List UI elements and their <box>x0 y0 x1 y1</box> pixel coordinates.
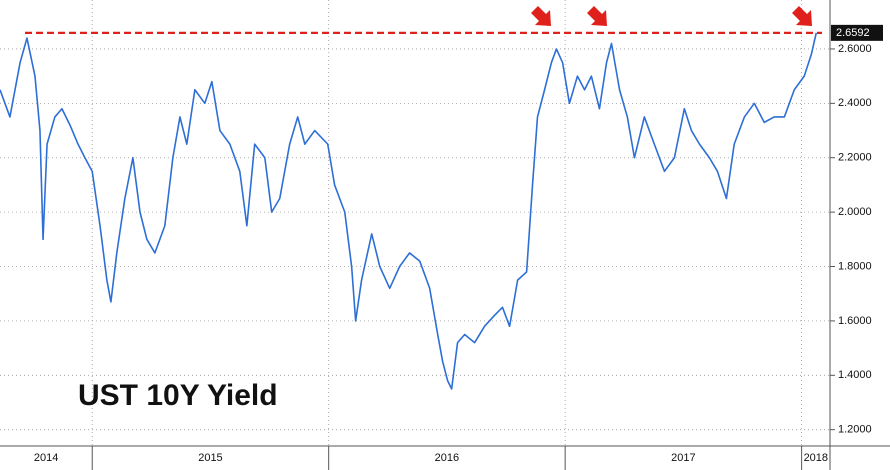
arrow <box>792 6 812 26</box>
arrows <box>531 6 812 26</box>
arrow <box>531 6 551 26</box>
arrow <box>587 6 607 26</box>
y-tick-label: 1.8000 <box>838 260 872 272</box>
x-tick-label: 2016 <box>435 452 459 464</box>
y-tick-label: 2.2000 <box>838 152 872 164</box>
last-value-label: 2.6592 <box>836 27 870 39</box>
x-tick-label: 2017 <box>671 452 695 464</box>
y-tick-label: 1.2000 <box>838 424 872 436</box>
y-tick-label: 1.6000 <box>838 315 872 327</box>
y-tick-label: 2.6000 <box>838 43 872 55</box>
chart-annotation: UST 10Y Yield <box>78 379 278 412</box>
y-tick-label: 1.4000 <box>838 369 872 381</box>
y-tick-label: 2.0000 <box>838 206 872 218</box>
y-tick-label: 2.4000 <box>838 97 872 109</box>
x-tick-label: 2014 <box>34 452 58 464</box>
x-tick-label: 2018 <box>804 452 828 464</box>
data-line <box>0 32 818 390</box>
x-tick-label: 2015 <box>198 452 222 464</box>
last-value-box <box>831 24 883 41</box>
